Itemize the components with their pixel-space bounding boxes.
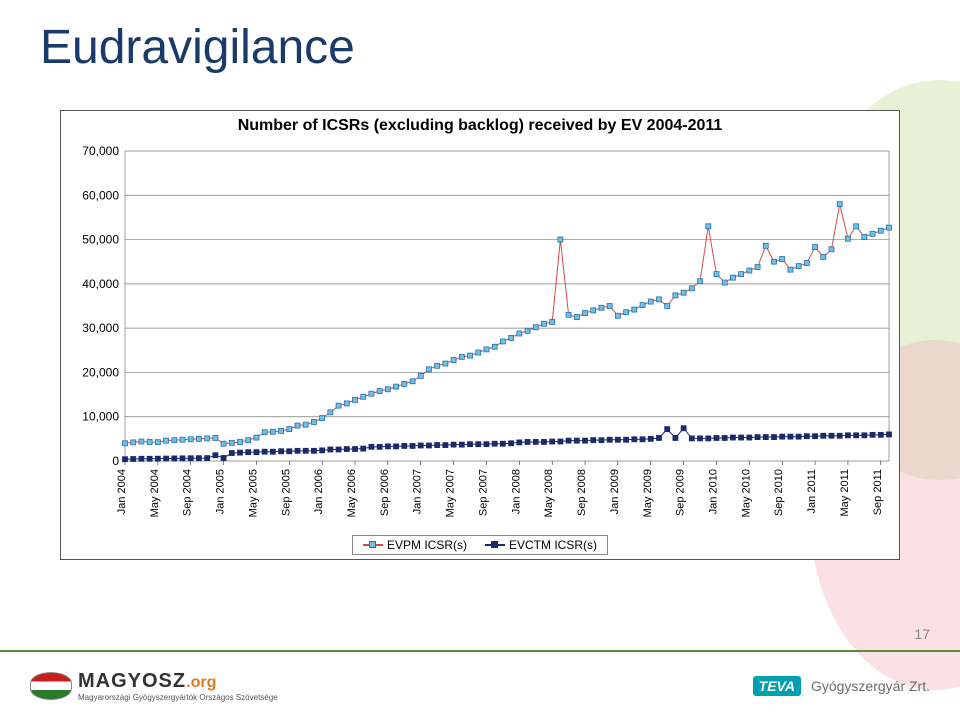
svg-text:10,000: 10,000 [82, 410, 119, 424]
icsr-chart: Number of ICSRs (excluding backlog) rece… [60, 110, 900, 560]
svg-text:Jan 2004: Jan 2004 [116, 469, 128, 514]
svg-text:May 2005: May 2005 [247, 469, 259, 517]
svg-text:May 2004: May 2004 [149, 469, 161, 517]
svg-text:60,000: 60,000 [82, 188, 119, 202]
svg-text:May 2008: May 2008 [543, 469, 555, 517]
svg-text:May 2006: May 2006 [346, 469, 358, 517]
svg-text:Sep 2005: Sep 2005 [280, 469, 292, 516]
svg-text:May 2011: May 2011 [839, 469, 851, 517]
svg-text:20,000: 20,000 [82, 365, 119, 379]
page-number: 17 [914, 626, 930, 642]
svg-text:Jan 2005: Jan 2005 [215, 469, 227, 514]
svg-text:May 2009: May 2009 [642, 469, 654, 517]
logo-suffix: .org [186, 674, 216, 691]
svg-text:Jan 2011: Jan 2011 [806, 469, 818, 513]
svg-text:Sep 2010: Sep 2010 [773, 469, 785, 516]
legend-label: EVCTM ICSR(s) [509, 538, 597, 552]
magyosz-logo: MAGYOSZ.org Magyarországi Gyógyszergyárt… [30, 670, 278, 702]
svg-text:0: 0 [112, 454, 119, 468]
svg-text:Sep 2008: Sep 2008 [576, 469, 588, 516]
legend-item: EVPM ICSR(s) [363, 538, 467, 552]
svg-text:Sep 2009: Sep 2009 [675, 469, 687, 516]
legend-label: EVPM ICSR(s) [387, 538, 467, 552]
svg-text:40,000: 40,000 [82, 277, 119, 291]
svg-text:50,000: 50,000 [82, 233, 119, 247]
footer-right: TEVA Gyógyszergyár Zrt. [753, 676, 930, 696]
chart-plot: 0 10,000 20,000 30,000 40,000 50,000 60,000 70,… [63, 141, 899, 539]
svg-text:Jan 2007: Jan 2007 [412, 469, 424, 514]
svg-text:Sep 2011: Sep 2011 [872, 469, 884, 515]
svg-text:70,000: 70,000 [82, 144, 119, 158]
svg-text:Sep 2004: Sep 2004 [182, 469, 194, 516]
svg-text:30,000: 30,000 [82, 321, 119, 335]
svg-text:Sep 2006: Sep 2006 [379, 469, 391, 516]
teva-badge: TEVA [753, 676, 801, 696]
svg-text:Jan 2006: Jan 2006 [313, 469, 325, 514]
chart-legend: EVPM ICSR(s) EVCTM ICSR(s) [352, 535, 608, 555]
svg-text:May 2010: May 2010 [740, 469, 752, 517]
legend-item: EVCTM ICSR(s) [485, 538, 597, 552]
logo-text: MAGYOSZ [78, 670, 186, 692]
svg-text:Jan 2008: Jan 2008 [510, 469, 522, 514]
svg-text:Jan 2010: Jan 2010 [707, 469, 719, 514]
svg-text:Sep 2007: Sep 2007 [477, 469, 489, 516]
hungary-flag-icon [30, 672, 72, 700]
svg-text:May 2007: May 2007 [445, 469, 457, 517]
footer: MAGYOSZ.org Magyarországi Gyógyszergyárt… [0, 650, 960, 720]
svg-text:Jan 2009: Jan 2009 [609, 469, 621, 514]
page-title: Eudravigilance [40, 20, 355, 75]
chart-title: Number of ICSRs (excluding backlog) rece… [61, 117, 899, 135]
logo-subtitle: Magyarországi Gyógyszergyártók Országos … [78, 693, 278, 702]
company-name: Gyógyszergyár Zrt. [811, 678, 930, 694]
